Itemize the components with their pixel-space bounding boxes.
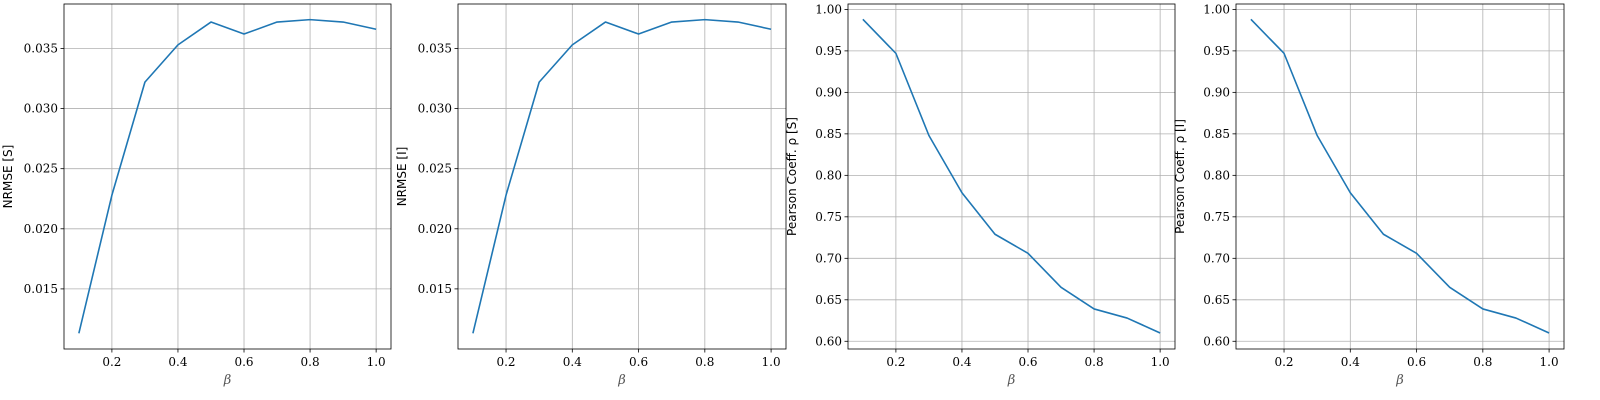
series-line <box>78 18 377 334</box>
y-tick-label: 0.65 <box>815 293 842 307</box>
y-tick-label: 0.015 <box>24 282 58 296</box>
axes-frame <box>1235 3 1565 350</box>
series-line <box>862 18 1161 334</box>
y-tick-label: 0.85 <box>1203 127 1230 141</box>
y-tick-label: 0.035 <box>24 41 58 55</box>
y-tick-label: 0.020 <box>418 222 452 236</box>
y-tick-label: 0.95 <box>815 44 842 58</box>
x-axis-label: β <box>1395 373 1404 388</box>
y-tick-label: 0.85 <box>815 127 842 141</box>
y-tick-label: 0.95 <box>1203 44 1230 58</box>
y-tick-label: 0.035 <box>418 41 452 55</box>
x-tick-label: 0.8 <box>1473 355 1492 369</box>
x-tick-label: 0.6 <box>1018 355 1037 369</box>
x-tick-label: 0.2 <box>496 355 515 369</box>
x-tick-label: 0.6 <box>234 355 253 369</box>
x-tick-label: 0.2 <box>1274 355 1293 369</box>
y-tick-label: 0.60 <box>815 334 842 348</box>
y-tick-label: 0.70 <box>815 251 842 265</box>
x-tick-label: 0.8 <box>301 355 320 369</box>
chart-panel-2: 0.2 0.4 0.6 0.8 1.0 0.015 0.020 0.025 0.030 0.035… <box>395 3 787 388</box>
y-tick-label: 0.75 <box>1203 210 1230 224</box>
x-tick-label: 0.6 <box>1407 355 1426 369</box>
y-tick-label: 0.75 <box>815 210 842 224</box>
y-tick-label: 0.60 <box>1203 334 1230 348</box>
x-axis-label: β <box>617 373 626 388</box>
y-axis-label: Pearson Coeff. ρ [S] <box>785 117 799 236</box>
x-tick-label: 0.4 <box>1341 355 1360 369</box>
x-tick-label: 0.2 <box>102 355 121 369</box>
y-tick-label: 0.025 <box>24 162 58 176</box>
x-tick-label: 0.2 <box>886 355 905 369</box>
y-axis-label: Pearson Coeff. ρ [I] <box>1173 119 1187 234</box>
y-tick-label: 0.80 <box>1203 168 1230 182</box>
axes-frame <box>457 3 787 350</box>
x-axis-label: β <box>1007 373 1016 388</box>
x-tick-label: 1.0 <box>1540 355 1559 369</box>
y-axis-label: NRMSE [I] <box>395 147 409 207</box>
chart-panel-4: 0.2 0.4 0.6 0.8 1.0 0.60 0.65 0.70 0.75 0.80 0.85 0… <box>1173 2 1565 388</box>
y-tick-label: 1.00 <box>815 2 842 16</box>
x-tick-label: 1.0 <box>367 355 386 369</box>
y-tick-label: 0.030 <box>418 102 452 116</box>
y-axis-label: NRMSE [S] <box>1 145 15 209</box>
chart-panel-1: 0.2 0.4 0.6 0.8 1.0 0.015 0.020 0.025 0.030 0.035… <box>1 3 392 388</box>
series-line <box>472 18 772 334</box>
chart-panel-3: 0.2 0.4 0.6 0.8 1.0 0.60 0.65 0.70 0.75 0.80 0.85 0… <box>785 2 1176 388</box>
x-tick-label: 0.4 <box>168 355 187 369</box>
y-tick-label: 0.025 <box>418 162 452 176</box>
x-tick-label: 1.0 <box>762 355 781 369</box>
y-tick-label: 1.00 <box>1203 2 1230 16</box>
axes-frame <box>847 3 1176 350</box>
y-tick-label: 0.030 <box>24 102 58 116</box>
x-tick-label: 0.4 <box>952 355 971 369</box>
x-tick-label: 0.4 <box>563 355 582 369</box>
y-tick-label: 0.65 <box>1203 293 1230 307</box>
axes-frame <box>63 3 392 350</box>
x-tick-label: 1.0 <box>1151 355 1170 369</box>
y-tick-label: 0.90 <box>815 85 842 99</box>
x-tick-label: 0.6 <box>629 355 648 369</box>
y-tick-label: 0.70 <box>1203 251 1230 265</box>
y-tick-label: 0.80 <box>815 168 842 182</box>
x-axis-label: β <box>223 373 232 388</box>
y-tick-label: 0.015 <box>418 282 452 296</box>
y-tick-label: 0.90 <box>1203 85 1230 99</box>
x-tick-label: 0.8 <box>1085 355 1104 369</box>
y-tick-label: 0.020 <box>24 222 58 236</box>
series-line <box>1250 18 1550 334</box>
x-tick-label: 0.8 <box>695 355 714 369</box>
